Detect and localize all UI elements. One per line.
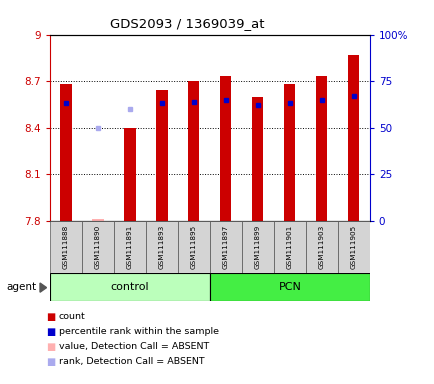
Polygon shape (40, 283, 46, 292)
Text: rank, Detection Call = ABSENT: rank, Detection Call = ABSENT (59, 357, 204, 366)
Text: ■: ■ (46, 312, 55, 322)
Text: ■: ■ (46, 357, 55, 367)
Text: GSM111891: GSM111891 (127, 225, 133, 269)
Bar (188, 81, 199, 221)
Text: GSM111901: GSM111901 (286, 225, 292, 269)
Text: GSM111903: GSM111903 (318, 225, 324, 269)
Text: control: control (110, 282, 149, 292)
Text: value, Detection Call = ABSENT: value, Detection Call = ABSENT (59, 342, 208, 351)
Bar (124, 127, 135, 221)
Text: ■: ■ (46, 327, 55, 337)
Text: GSM111899: GSM111899 (254, 225, 260, 269)
Bar (50, 221, 82, 273)
Text: GSM111893: GSM111893 (158, 225, 164, 269)
Bar (347, 55, 358, 221)
Bar (283, 84, 295, 221)
Bar (305, 221, 337, 273)
Bar (273, 221, 305, 273)
Text: count: count (59, 312, 85, 321)
Bar (82, 221, 114, 273)
Text: GDS2093 / 1369039_at: GDS2093 / 1369039_at (109, 17, 264, 30)
Text: agent: agent (7, 282, 36, 292)
Bar (114, 221, 146, 273)
Bar (337, 221, 369, 273)
Bar (60, 84, 72, 221)
Bar (209, 273, 369, 301)
Text: GSM111888: GSM111888 (63, 225, 69, 269)
Text: GSM111895: GSM111895 (191, 225, 197, 269)
Bar (220, 76, 231, 221)
Bar (241, 221, 273, 273)
Bar (50, 273, 210, 301)
Bar (178, 221, 209, 273)
Bar (146, 221, 178, 273)
Text: GSM111897: GSM111897 (222, 225, 228, 269)
Bar (252, 97, 263, 221)
Bar (156, 90, 167, 221)
Bar (209, 221, 241, 273)
Text: percentile rank within the sample: percentile rank within the sample (59, 327, 218, 336)
Text: GSM111905: GSM111905 (350, 225, 356, 269)
Bar (316, 76, 327, 221)
Text: GSM111890: GSM111890 (95, 225, 101, 269)
Bar (92, 219, 103, 221)
Text: PCN: PCN (278, 282, 301, 292)
Text: ■: ■ (46, 342, 55, 352)
